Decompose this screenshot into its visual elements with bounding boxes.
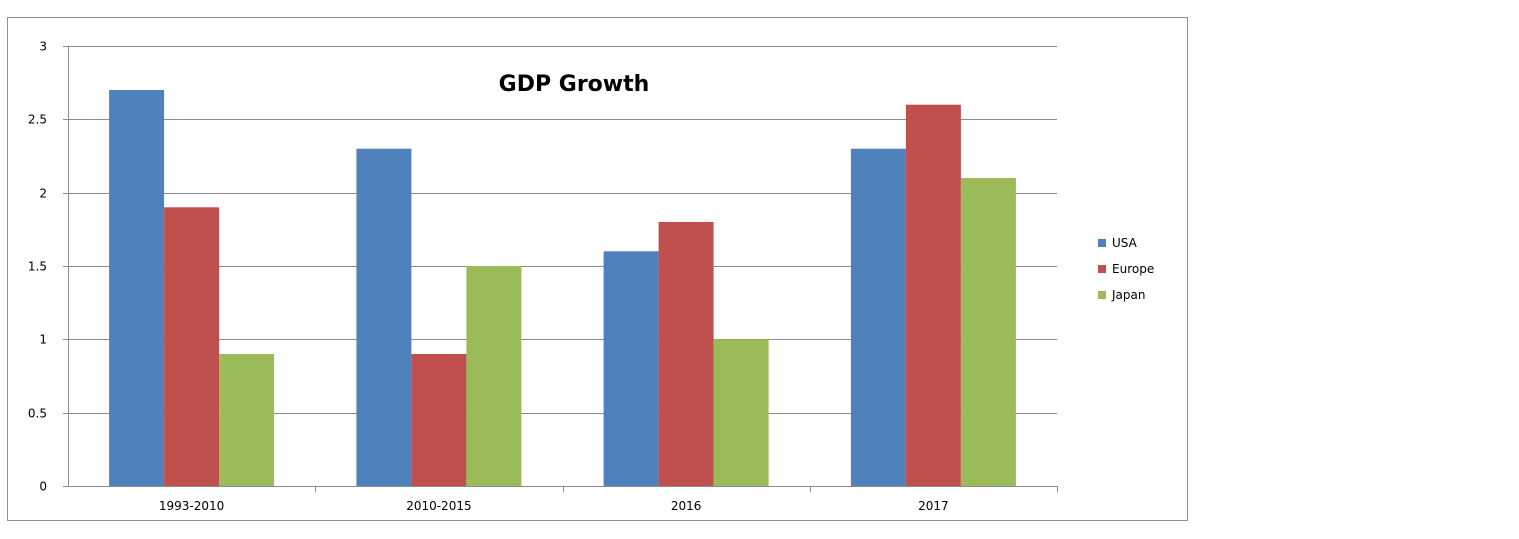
legend-swatch-usa	[1098, 239, 1106, 247]
x-tick-label: 2010-2015	[406, 499, 471, 513]
bar-europe-4	[905, 104, 961, 486]
legend-label-europe: Europe	[1112, 262, 1154, 276]
x-tick-label: 2017	[918, 499, 949, 513]
bar-usa-3	[603, 251, 659, 486]
bar-europe-3	[658, 222, 714, 486]
y-tick-label: 2	[39, 187, 47, 201]
axes: 0 0.5 1 1.5 2 2.5 3 1993-2010 2010-2015 2016 2017	[28, 40, 1058, 513]
x-tick-label: 1993-2010	[159, 499, 224, 513]
bar-europe-1	[164, 207, 220, 487]
bar-usa-2	[356, 148, 412, 486]
y-tick-label: 1.5	[28, 260, 47, 274]
y-tick-label: 3	[39, 40, 47, 54]
y-tick-label: 0	[39, 480, 47, 494]
x-tick-label: 2016	[671, 499, 702, 513]
legend: USA Europe Japan	[1098, 236, 1154, 302]
y-tick-label: 1	[39, 333, 47, 347]
legend-label-usa: USA	[1112, 236, 1138, 250]
legend-swatch-japan	[1098, 291, 1106, 299]
bar-usa-4	[850, 148, 906, 486]
y-tick-label: 2.5	[28, 113, 47, 127]
bars	[109, 90, 1016, 487]
legend-label-japan: Japan	[1111, 288, 1145, 302]
bar-japan-3	[713, 339, 769, 486]
bar-japan-2	[466, 266, 522, 486]
y-tick-label: 0.5	[28, 407, 47, 421]
bar-europe-2	[411, 354, 467, 486]
bar-japan-4	[960, 178, 1016, 486]
chart-title: GDP Growth	[499, 72, 650, 97]
bar-japan-1	[219, 354, 275, 486]
legend-swatch-europe	[1098, 265, 1106, 273]
bar-usa-1	[109, 90, 165, 486]
